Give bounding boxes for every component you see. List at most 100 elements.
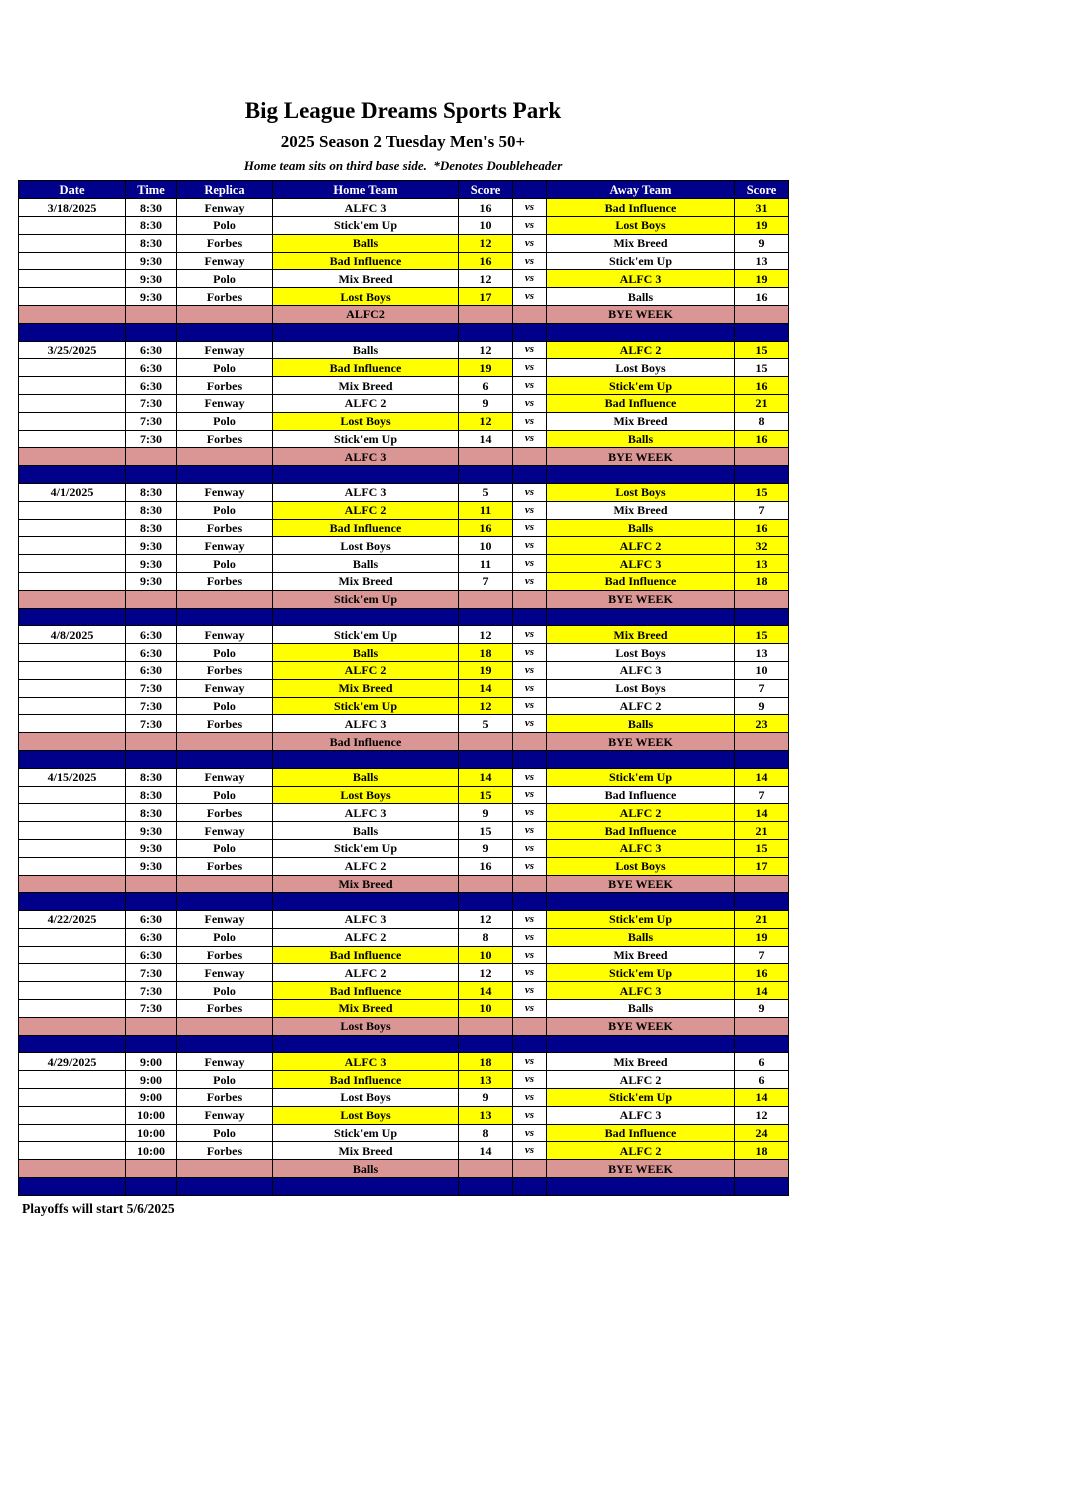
- replica-cell: Forbes: [176, 856, 273, 876]
- time-cell: 10:00: [125, 1105, 177, 1125]
- time-cell: 6:30: [125, 660, 177, 680]
- separator-cell: [512, 322, 547, 342]
- separator-cell: [125, 1034, 177, 1054]
- time-cell: 6:30: [125, 927, 177, 947]
- bye-team-cell: Mix Breed: [272, 874, 459, 894]
- time-cell: 8:30: [125, 233, 177, 253]
- replica-cell: Polo: [176, 554, 273, 573]
- replica-cell: Fenway: [176, 678, 273, 698]
- vs-label: vs: [512, 910, 547, 929]
- vs-label: vs: [512, 838, 547, 858]
- replica-cell: Polo: [176, 696, 273, 716]
- bye-team-cell: Lost Boys: [272, 1016, 459, 1036]
- time-cell: 8:30: [125, 785, 177, 805]
- date-cell: [18, 571, 126, 591]
- bye-row: Bad Influence BYE WEEK: [18, 732, 789, 751]
- replica-cell: [176, 874, 273, 894]
- replica-cell: Fenway: [176, 340, 273, 360]
- home-team-cell: Lost Boys: [272, 1088, 459, 1107]
- home-score-cell: 14: [458, 767, 513, 787]
- time-cell: 8:30: [125, 216, 177, 235]
- separator-cell: [734, 1177, 789, 1196]
- vs-label: vs: [512, 821, 547, 840]
- game-row: 6:30 Forbes Bad Influence 10 vs Mix Breed 7: [18, 945, 789, 965]
- separator-cell: [125, 607, 177, 627]
- replica-cell: Fenway: [176, 482, 273, 502]
- vs-label: vs: [512, 660, 547, 680]
- date-cell: [18, 251, 126, 271]
- home-team-cell: Mix Breed: [272, 1141, 459, 1161]
- home-score-cell: 9: [458, 393, 513, 413]
- time-cell: 6:30: [125, 625, 177, 645]
- separator-cell: [18, 1177, 126, 1196]
- date-cell: [18, 589, 126, 609]
- replica-cell: Fenway: [176, 1052, 273, 1072]
- game-row: 9:30 Forbes Mix Breed 7 vs Bad Influence 18: [18, 571, 789, 591]
- time-cell: 9:30: [125, 821, 177, 840]
- game-row: 6:30 Forbes ALFC 2 19 vs ALFC 3 10: [18, 660, 789, 680]
- away-team-cell: ALFC 2: [546, 1070, 735, 1090]
- separator-row: [18, 1034, 789, 1054]
- replica-cell: Forbes: [176, 287, 273, 306]
- time-cell: 9:30: [125, 269, 177, 289]
- separator-cell: [125, 322, 177, 342]
- game-row: 6:30 Polo Bad Influence 19 vs Lost Boys 15: [18, 358, 789, 378]
- date-cell: [18, 678, 126, 698]
- home-score-cell: 14: [458, 678, 513, 698]
- replica-cell: Fenway: [176, 821, 273, 840]
- away-team-cell: Bad Influence: [546, 198, 735, 218]
- column-header-row: Date Time Replica Home Team Score Away Team Sc…: [18, 180, 789, 200]
- away-team-cell: Bad Influence: [546, 785, 735, 805]
- away-team-cell: Stick'em Up: [546, 251, 735, 271]
- away-score-cell: [734, 874, 789, 894]
- separator-cell: [176, 749, 273, 769]
- replica-cell: Forbes: [176, 714, 273, 734]
- separator-cell: [734, 1034, 789, 1054]
- separator-cell: [512, 465, 547, 484]
- date-cell: 4/22/2025: [18, 910, 126, 929]
- home-team-cell: Stick'em Up: [272, 838, 459, 858]
- away-score-cell: 13: [734, 251, 789, 271]
- date-cell: [18, 536, 126, 556]
- separator-cell: [734, 892, 789, 912]
- home-team-note: Home team sits on third base side. *Deno…: [243, 158, 563, 174]
- separator-cell: [18, 1034, 126, 1054]
- home-team-cell: Balls: [272, 643, 459, 662]
- replica-cell: Forbes: [176, 945, 273, 965]
- separator-cell: [734, 465, 789, 484]
- time-cell: 6:30: [125, 340, 177, 360]
- replica-cell: Forbes: [176, 999, 273, 1018]
- away-score-cell: 7: [734, 785, 789, 805]
- home-score-cell: [458, 1016, 513, 1036]
- home-score-cell: 16: [458, 251, 513, 271]
- away-team-cell: ALFC 3: [546, 660, 735, 680]
- bye-row: Lost Boys BYE WEEK: [18, 1016, 789, 1036]
- home-team-cell: ALFC 3: [272, 1052, 459, 1072]
- home-score-cell: 14: [458, 429, 513, 449]
- bye-team-cell: ALFC2: [272, 305, 459, 324]
- time-cell: 6:30: [125, 376, 177, 395]
- vs-label: vs: [512, 518, 547, 538]
- date-cell: [18, 838, 126, 858]
- away-score-cell: 14: [734, 981, 789, 1001]
- away-score-cell: 10: [734, 660, 789, 680]
- replica-cell: Polo: [176, 1070, 273, 1090]
- separator-cell: [18, 749, 126, 769]
- separator-cell: [734, 749, 789, 769]
- date-cell: [18, 945, 126, 965]
- replica-cell: Forbes: [176, 803, 273, 823]
- away-score-cell: 16: [734, 963, 789, 983]
- date-cell: [18, 660, 126, 680]
- home-score-cell: 15: [458, 785, 513, 805]
- home-team-cell: Balls: [272, 821, 459, 840]
- game-row: 4/29/2025 9:00 Fenway ALFC 3 18 vs Mix Breed 6: [18, 1052, 789, 1072]
- schedule-table: Date Time Replica Home Team Score Away Team Sc…: [18, 180, 789, 1196]
- away-team-cell: Stick'em Up: [546, 963, 735, 983]
- replica-cell: Polo: [176, 269, 273, 289]
- date-cell: [18, 447, 126, 467]
- game-row: 9:30 Forbes Lost Boys 17 vs Balls 16: [18, 287, 789, 306]
- home-score-cell: 5: [458, 714, 513, 734]
- vs-label: vs: [512, 287, 547, 306]
- column-header: Score: [734, 180, 789, 200]
- season-subtitle: 2025 Season 2 Tuesday Men's 50+: [280, 132, 526, 152]
